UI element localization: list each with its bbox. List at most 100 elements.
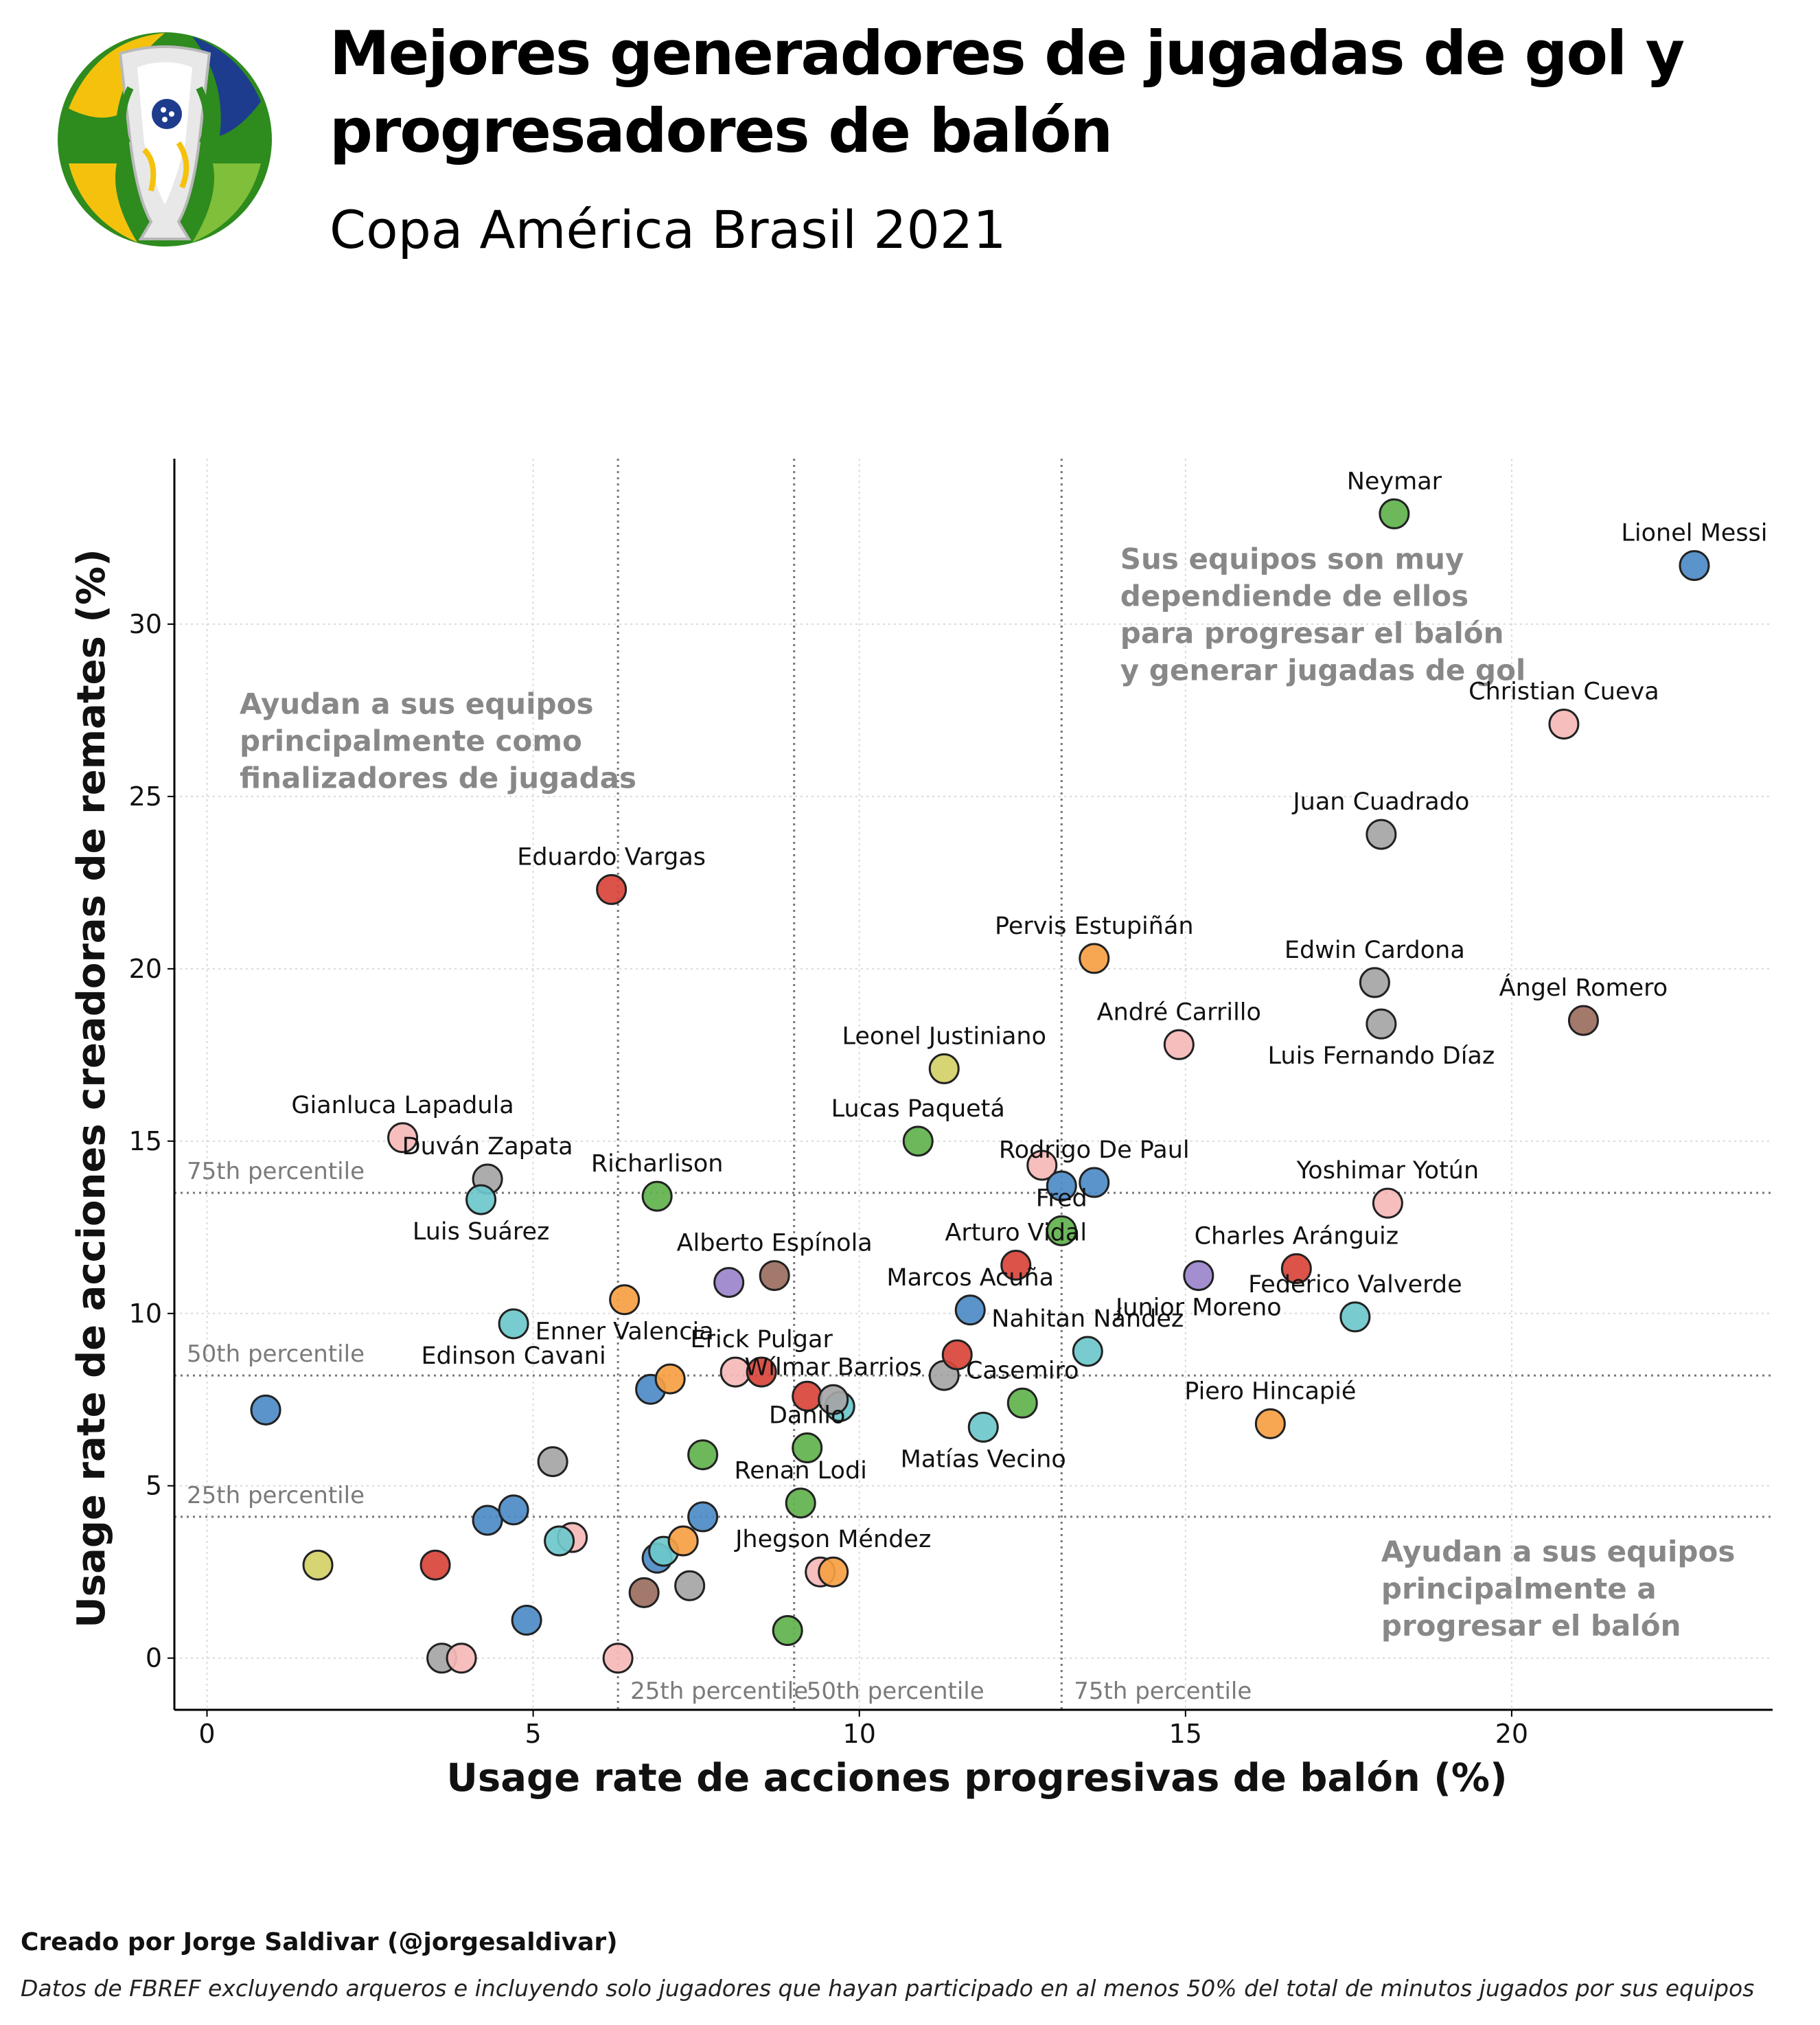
x-axis-label: Usage rate de acciones progresivas de ba…	[446, 1756, 1507, 1800]
point-label: Yoshimar Yotún	[1296, 1157, 1479, 1185]
point-edwin-cardona	[1359, 967, 1390, 998]
data-point	[544, 1525, 575, 1557]
point-label: Charles Aránguiz	[1195, 1223, 1399, 1250]
y-percentile-label: 50th percentile	[187, 1340, 365, 1368]
annotation-line: para progresar el balón	[1120, 617, 1504, 650]
point-junior-moreno	[1183, 1260, 1214, 1292]
copa-america-logo	[58, 32, 272, 247]
data-point	[941, 1339, 973, 1371]
point-label: Federico Valverde	[1248, 1271, 1462, 1298]
point-label: Ángel Romero	[1499, 973, 1668, 1002]
point-label: Juan Cuadrado	[1291, 788, 1469, 816]
annotation-line: Ayudan a sus equipos	[1381, 1535, 1735, 1568]
data-point	[687, 1501, 719, 1533]
point-arturo-vidal	[1000, 1250, 1032, 1281]
point-richarlison	[641, 1180, 673, 1212]
title-line-2: progresadores de balón	[330, 95, 1113, 166]
point-label: Luis Fernando Díaz	[1268, 1042, 1495, 1070]
scatter-chart: 25th percentile 50th percentile 75th perce…	[69, 459, 1773, 1800]
data-point	[446, 1643, 477, 1674]
point-eduardo-vargas	[596, 873, 627, 905]
y-tick-label: 20	[129, 954, 162, 984]
point-label: Eduardo Vargas	[517, 843, 706, 871]
data-point	[537, 1446, 568, 1478]
y-tick-label: 25	[129, 781, 162, 812]
data-point	[472, 1505, 503, 1536]
point-label: Renan Lodi	[734, 1457, 866, 1485]
point-rodrigo-de-paul	[1079, 1167, 1110, 1198]
annotation-line: Ayudan a sus equipos	[240, 687, 593, 720]
point-label: Erick Pulgar	[691, 1326, 833, 1353]
point-angel-romero	[1567, 1005, 1599, 1036]
x-tick-label: 5	[525, 1719, 542, 1749]
x-tick-label: 20	[1495, 1719, 1528, 1749]
point-leonel-justiniano	[928, 1053, 960, 1084]
point-label: André Carrillo	[1097, 998, 1261, 1026]
x-percentile-label: 75th percentile	[1074, 1678, 1252, 1705]
data-point	[1046, 1170, 1077, 1202]
point-label: Enner Valencia	[535, 1318, 714, 1346]
data-point	[667, 1525, 699, 1557]
quadrant-annotation: Ayudan a sus equipos principalmente a prog…	[1381, 1535, 1735, 1643]
data-point	[628, 1577, 660, 1608]
data-point	[1026, 1149, 1058, 1181]
point-label: Jhegson Méndez	[734, 1526, 931, 1553]
point-label: Piero Hincapié	[1184, 1377, 1356, 1405]
point-lionel-messi	[1679, 550, 1710, 582]
source-text: Datos de FBREF excluyendo arqueros e inc…	[21, 1975, 1755, 2002]
point-charles-aranguiz	[1280, 1253, 1312, 1285]
point-label: Junior Moreno	[1114, 1294, 1282, 1322]
data-point	[511, 1604, 542, 1636]
quadrant-annotation: Sus equipos son muy dependiende de ellos p…	[1120, 542, 1526, 687]
quadrant-annotation: Ayudan a sus equipos principalmente como f…	[240, 687, 636, 794]
point-pervis-estupinan	[1079, 943, 1110, 974]
point-label: Lucas Paquetá	[831, 1095, 1005, 1123]
data-point	[654, 1363, 686, 1395]
point-label: Rodrigo De Paul	[999, 1136, 1190, 1164]
point-alberto-espinola	[759, 1260, 790, 1292]
point-label: Luis Suárez	[413, 1218, 550, 1246]
point-wilmar-barrios	[818, 1384, 849, 1415]
data-points	[250, 498, 1710, 1674]
point-jhegson-mendez	[818, 1556, 849, 1588]
point-casemiro	[1006, 1387, 1038, 1419]
data-point	[772, 1615, 803, 1647]
point-labels: Neymar Lionel Messi Christian Cueva Juan Cu…	[291, 468, 1767, 1553]
annotation-line: Sus equipos son muy	[1120, 542, 1464, 576]
annotations: Sus equipos son muy dependiende de ellos p…	[240, 542, 1735, 1643]
x-tick-label: 15	[1169, 1719, 1202, 1749]
point-label: Neymar	[1347, 468, 1442, 495]
point-label: Casemiro	[966, 1357, 1079, 1384]
point-label: Duván Zapata	[402, 1133, 573, 1160]
point-label: Danilo	[769, 1402, 845, 1430]
point-christian-cueva	[1548, 708, 1580, 740]
point-renan-lodi	[785, 1487, 816, 1519]
point-label: Marcos Acuña	[886, 1264, 1054, 1292]
y-tick-label: 30	[129, 609, 162, 639]
point-label: Nahitan Nández	[991, 1305, 1184, 1333]
x-tick-label: 0	[198, 1719, 215, 1749]
y-tick-label: 5	[146, 1471, 162, 1501]
data-point	[498, 1494, 529, 1526]
point-nahitan-nandez	[1072, 1336, 1103, 1367]
x-percentile-label: 50th percentile	[807, 1678, 984, 1705]
point-enner-valencia	[609, 1284, 641, 1316]
annotation-line: principalmente como	[240, 724, 582, 757]
point-piero-hincapie	[1254, 1408, 1286, 1439]
y-tick-label: 10	[129, 1298, 162, 1329]
data-point	[250, 1394, 281, 1426]
point-label: Gianluca Lapadula	[291, 1092, 514, 1119]
y-tick-label: 15	[129, 1126, 162, 1156]
y-percentile-label: 25th percentile	[187, 1482, 365, 1509]
annotation-line: progresar el balón	[1381, 1609, 1681, 1643]
point-gianluca-lapadula	[387, 1122, 419, 1154]
point-juan-cuadrado	[1366, 819, 1397, 850]
point-erick-pulgar	[746, 1356, 777, 1388]
y-axis-label: Usage rate de acciones creadoras de rema…	[69, 549, 114, 1627]
point-label: Fred	[1036, 1185, 1087, 1212]
data-point	[419, 1549, 451, 1581]
grid	[174, 459, 1773, 1710]
point-label: Leonel Justiniano	[842, 1022, 1046, 1050]
point-lucas-paqueta	[902, 1125, 934, 1157]
data-point	[602, 1643, 634, 1674]
